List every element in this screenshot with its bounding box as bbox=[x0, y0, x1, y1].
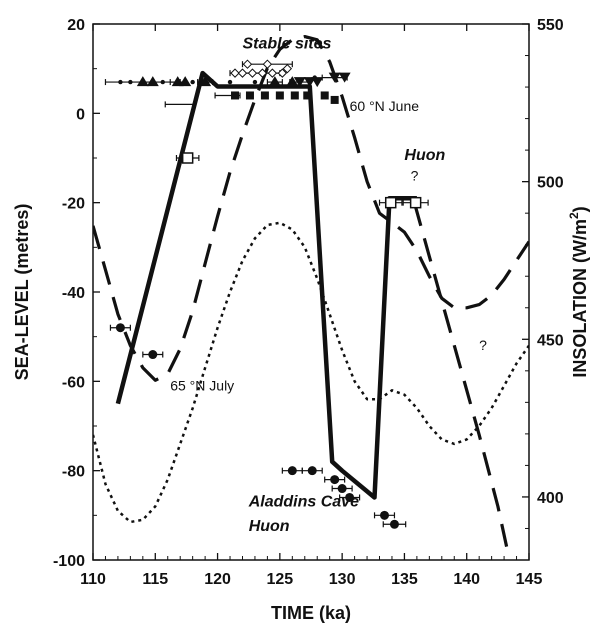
triangle-up-marker bbox=[268, 76, 281, 87]
filled-circle-marker bbox=[115, 323, 125, 333]
y-tick-label: -80 bbox=[62, 464, 85, 481]
diamond-marker bbox=[277, 68, 288, 78]
ticks-layer: 110 115 120 125 130 135 140 145 20 0 -20 -40 -60 -80 -… bbox=[53, 17, 564, 588]
filled-square-marker bbox=[303, 91, 312, 100]
open-square-marker bbox=[384, 196, 397, 209]
annotation-june: 60 °N June bbox=[350, 98, 420, 114]
annotations-layer: Stable sites 60 °N June Huon?? 65 °N July Al… bbox=[170, 36, 487, 535]
small-dot-marker bbox=[252, 79, 258, 85]
diamond-marker bbox=[257, 68, 268, 78]
filled-circle-marker bbox=[307, 466, 317, 476]
triangle-up-marker bbox=[146, 76, 159, 87]
filled-square-marker bbox=[330, 95, 339, 104]
annotation-q1: ? bbox=[411, 167, 419, 183]
x-tick-label: 115 bbox=[142, 571, 168, 588]
filled-square-marker bbox=[231, 91, 240, 100]
y2-tick-label: 450 bbox=[537, 332, 564, 349]
y-tick-label: 20 bbox=[67, 17, 85, 34]
y-tick-label: -60 bbox=[62, 374, 85, 391]
filled-circle-marker bbox=[287, 466, 297, 476]
filled-circle-marker bbox=[379, 510, 389, 520]
filled-square-marker bbox=[320, 91, 329, 100]
diamond-marker bbox=[247, 68, 258, 78]
triangle-down-marker bbox=[338, 72, 351, 83]
filled-circle-marker bbox=[330, 475, 340, 485]
y-tick-label: -40 bbox=[62, 285, 85, 302]
y2-axis-title: INSOLATION (W/m2) bbox=[567, 206, 590, 377]
triangle-up-marker bbox=[179, 76, 192, 87]
small-dot-marker bbox=[190, 79, 195, 85]
triangle-up-marker bbox=[136, 76, 149, 87]
filled-square-marker bbox=[260, 91, 269, 100]
y2-axis-title-close: ) bbox=[570, 206, 590, 212]
annotation-huon1: Huon bbox=[404, 147, 445, 164]
filled-circle-marker bbox=[389, 519, 399, 529]
filled-square-marker bbox=[275, 91, 284, 100]
series-line-dashed_tail bbox=[412, 202, 509, 547]
y2-tick-label: 550 bbox=[537, 17, 564, 34]
annotation-july: 65 °N July bbox=[170, 377, 234, 393]
diamond-marker bbox=[267, 68, 278, 78]
y2-axis-title-sup: 2 bbox=[567, 212, 581, 219]
annotation-huon2: Huon bbox=[249, 518, 290, 535]
series-line-insolation_60N_june bbox=[93, 35, 529, 382]
open-square-marker bbox=[409, 196, 422, 209]
x-tick-label: 145 bbox=[516, 571, 543, 588]
y2-tick-label: 400 bbox=[537, 490, 564, 507]
filled-square-marker bbox=[290, 91, 299, 100]
series-line-insolation_65N_july bbox=[93, 221, 529, 524]
diamond-marker bbox=[242, 59, 253, 69]
annotation-stable: Stable sites bbox=[242, 36, 331, 53]
filled-square-marker bbox=[245, 91, 254, 100]
annotation-q2: ? bbox=[479, 337, 487, 353]
diamond-marker bbox=[237, 68, 248, 78]
x-tick-label: 120 bbox=[204, 571, 231, 588]
y-tick-label: -100 bbox=[53, 553, 85, 570]
x-tick-label: 140 bbox=[453, 571, 480, 588]
filled-circle-marker bbox=[345, 492, 355, 502]
x-tick-label: 130 bbox=[329, 571, 356, 588]
filled-circle-marker bbox=[148, 350, 158, 360]
diamond-marker bbox=[262, 59, 273, 69]
x-axis-title: TIME (ka) bbox=[271, 603, 351, 623]
triangle-down-marker bbox=[311, 77, 324, 88]
y-tick-label: -20 bbox=[62, 196, 85, 213]
markers-layer bbox=[104, 59, 429, 529]
filled-circle-marker bbox=[337, 484, 347, 494]
y2-axis-title-main: INSOLATION (W/m bbox=[570, 219, 590, 378]
annotation-aladdins: Aladdins Cave bbox=[248, 493, 359, 510]
triangle-down-marker bbox=[328, 72, 341, 83]
y2-tick-label: 500 bbox=[537, 175, 564, 192]
diamond-marker bbox=[282, 63, 293, 74]
y-axis-title: SEA-LEVEL (metres) bbox=[12, 204, 32, 381]
x-tick-label: 110 bbox=[80, 571, 106, 588]
diamond-marker bbox=[230, 68, 240, 78]
y-tick-label: 0 bbox=[76, 106, 85, 123]
small-dot-marker bbox=[227, 79, 233, 85]
x-tick-label: 125 bbox=[267, 571, 294, 588]
x-tick-label: 135 bbox=[391, 571, 418, 588]
triangle-down-marker bbox=[293, 77, 306, 88]
triangle-up-marker bbox=[199, 76, 212, 87]
open-square-marker bbox=[181, 152, 194, 164]
